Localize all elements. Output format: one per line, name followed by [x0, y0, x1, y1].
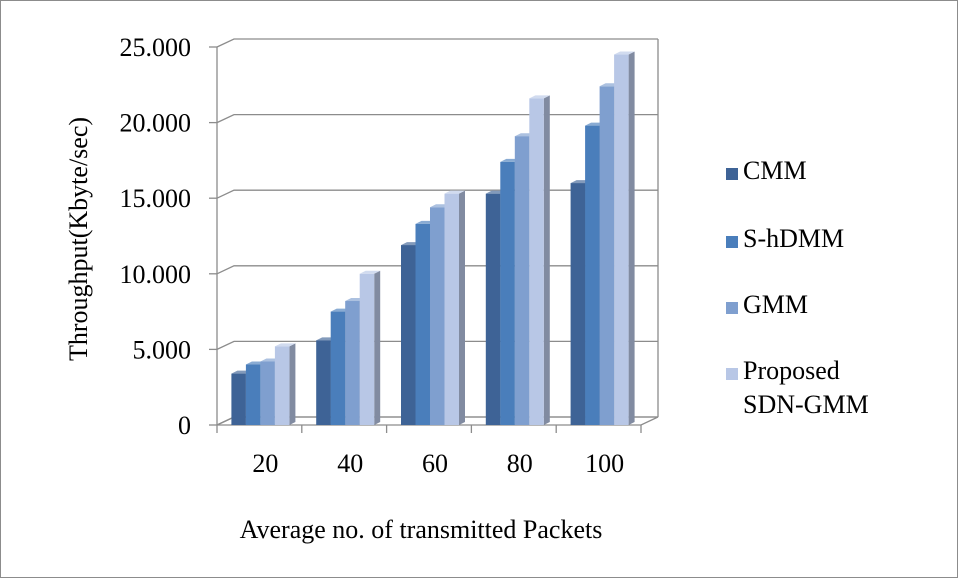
y-tick-label: 10.000 [120, 260, 192, 289]
y-tick-label: 25.000 [120, 33, 192, 62]
bar-proposed-sdn-gmm-80 [529, 95, 550, 426]
y-tick-label: 5.000 [133, 335, 192, 364]
x-tick-label: 100 [585, 449, 624, 478]
legend-label: Proposed SDN-GMM [743, 356, 869, 419]
y-tick-label: 20.000 [120, 109, 192, 138]
y-axis-title: Throughput(Kbyte/sec) [64, 117, 93, 361]
legend-item: S-hDMM [726, 224, 844, 253]
legend-item: GMM [726, 290, 808, 319]
bar-proposed-sdn-gmm-60 [444, 190, 465, 425]
legend-swatch [726, 302, 738, 314]
legend-label: CMM [743, 156, 807, 185]
legend-item: CMM [726, 156, 807, 185]
x-tick-label: 40 [337, 449, 363, 478]
bar-proposed-sdn-gmm-20 [274, 343, 296, 425]
tick-labels: 0 5.000 10.000 15.000 20.000 25.000 20 40 60 80 10… [120, 33, 625, 478]
gridline [216, 113, 658, 124]
x-axis-title: Average no. of transmitted Packets [240, 515, 603, 544]
y-tick-label: 0 [178, 411, 191, 440]
bar-proposed-sdn-gmm-100 [614, 51, 635, 426]
legend-label: GMM [743, 290, 808, 319]
gridline [216, 38, 658, 48]
x-tick-label: 60 [422, 449, 448, 478]
y-tick-label: 15.000 [120, 184, 192, 213]
legend-item: Proposed SDN-GMM [726, 356, 869, 419]
gridlines [216, 38, 659, 426]
x-tick-label: 20 [252, 449, 278, 478]
legend-label: S-hDMM [743, 224, 844, 253]
legend-swatch [726, 368, 738, 380]
bar-proposed-sdn-gmm-40 [359, 270, 381, 425]
bars [231, 51, 635, 426]
legend-swatch [726, 236, 738, 248]
x-tick-label: 80 [507, 449, 533, 478]
legend: CMM S-hDMM GMM Proposed SDN-GMM [726, 156, 869, 419]
legend-swatch [726, 168, 738, 180]
